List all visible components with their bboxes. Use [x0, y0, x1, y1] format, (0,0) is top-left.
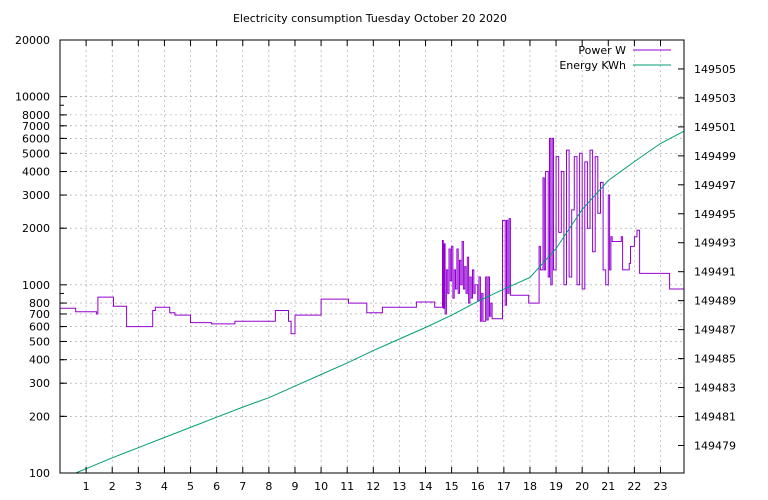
x-tick-label: 22 — [627, 480, 641, 493]
legend-label: Energy KWh — [559, 59, 626, 72]
legend-label: Power W — [578, 44, 626, 57]
y-tick-label: 500 — [29, 335, 50, 348]
x-tick-label: 17 — [497, 480, 511, 493]
y2-tick-label: 149503 — [694, 92, 736, 105]
y-tick-label: 800 — [29, 297, 50, 310]
legend: Power W Energy KWh — [559, 44, 671, 72]
y2-tick-label: 149489 — [694, 295, 736, 308]
y2-tick-label: 149491 — [694, 266, 736, 279]
y-tick-label: 700 — [29, 308, 50, 321]
x-tick-label: 11 — [340, 480, 354, 493]
x-tick-label: 18 — [523, 480, 537, 493]
x-tick-label: 9 — [291, 480, 298, 493]
y-tick-label: 100 — [29, 467, 50, 480]
x-tick-label: 3 — [135, 480, 142, 493]
series-line-energy-kwh — [75, 130, 685, 474]
y2-tick-label: 149487 — [694, 324, 736, 337]
x-tick-label: 23 — [654, 480, 668, 493]
x-tick-label: 13 — [392, 480, 406, 493]
x-tick-label: 4 — [161, 480, 168, 493]
x-tick-label: 20 — [575, 480, 589, 493]
x-tick-label: 19 — [549, 480, 563, 493]
x-tick-label: 2 — [109, 480, 116, 493]
y2-tick-label: 149485 — [694, 353, 736, 366]
y2-tick-label: 149493 — [694, 237, 736, 250]
x-tick-label: 8 — [265, 480, 272, 493]
y-tick-label: 2000 — [22, 222, 50, 235]
y-tick-label: 7000 — [22, 120, 50, 133]
y2-tick-label: 149479 — [694, 439, 736, 452]
grid-lines — [60, 40, 684, 473]
y2-tick-label: 149481 — [694, 411, 736, 424]
y-tick-label: 5000 — [22, 147, 50, 160]
y-tick-label: 10000 — [15, 91, 50, 104]
y-tick-label: 20000 — [15, 34, 50, 47]
y-tick-label: 200 — [29, 410, 50, 423]
y2-tick-label: 149505 — [694, 63, 736, 76]
y-tick-label: 600 — [29, 321, 50, 334]
series-layer — [60, 130, 685, 474]
chart-title: Electricity consumption Tuesday October … — [233, 12, 507, 25]
y-tick-label: 4000 — [22, 166, 50, 179]
y-tick-label: 300 — [29, 377, 50, 390]
y-tick-label: 1000 — [22, 279, 50, 292]
series-line-power-w — [60, 137, 684, 335]
x-tick-label: 15 — [445, 480, 459, 493]
x-tick-label: 6 — [213, 480, 220, 493]
axes-layer: 1 2 3 4 5 6 7 8 9 10 11 12 13 14 15 16 17 18 19 20 21 22 23100… — [15, 34, 736, 493]
x-tick-label: 12 — [366, 480, 380, 493]
y-tick-label: 400 — [29, 354, 50, 367]
x-tick-label: 5 — [187, 480, 194, 493]
y2-tick-label: 149499 — [694, 150, 736, 163]
y2-tick-label: 149501 — [694, 121, 736, 134]
x-tick-label: 21 — [601, 480, 615, 493]
y-tick-label: 3000 — [22, 189, 50, 202]
x-tick-label: 14 — [419, 480, 433, 493]
y-tick-label: 8000 — [22, 109, 50, 122]
y2-tick-label: 149483 — [694, 382, 736, 395]
y2-tick-label: 149497 — [694, 179, 736, 192]
x-tick-label: 10 — [314, 480, 328, 493]
y-tick-label: 6000 — [22, 132, 50, 145]
x-tick-label: 16 — [471, 480, 485, 493]
plot-frame — [59, 39, 685, 474]
y2-tick-label: 149495 — [694, 208, 736, 221]
x-tick-label: 1 — [83, 480, 90, 493]
x-tick-label: 7 — [239, 480, 246, 493]
